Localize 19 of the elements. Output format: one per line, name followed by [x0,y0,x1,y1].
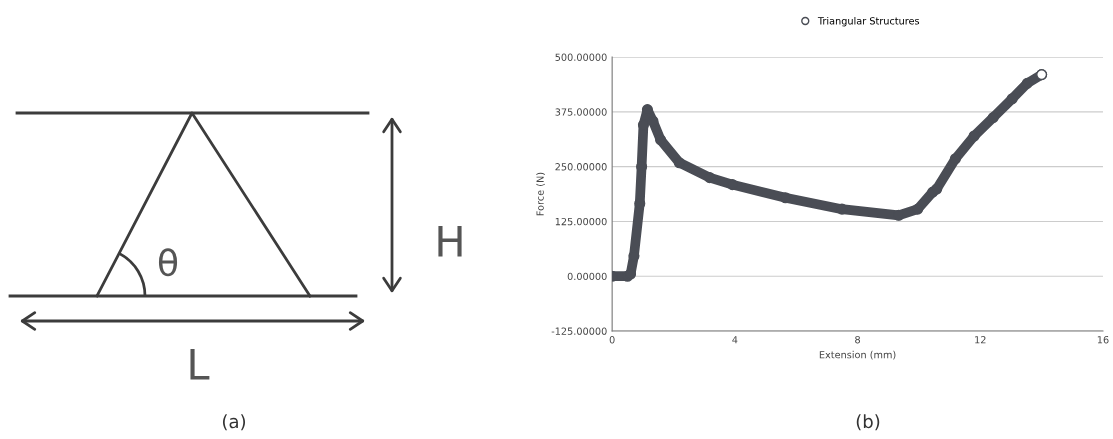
text: (b) [856,414,880,431]
y-tick-label: 0.00000 [567,272,607,281]
x-tick-label: 12 [975,336,986,344]
legend-label: Triangular Structures [817,17,920,27]
y-tick-label: 250.00000 [555,163,607,171]
y-tick-label: 500.00000 [555,53,607,61]
x-tick-label: 8 [855,336,860,344]
y-axis-title: Force (N) [536,172,545,216]
x-tick-label: 0 [609,336,615,344]
text: H [438,226,462,257]
x-tick-label: 16 [1097,336,1109,344]
x-tick-label: 4 [732,336,738,344]
y-tick-label: 375.00000 [555,108,607,116]
text: θ [158,248,178,277]
x-axis-title: Extension (mm) [819,350,896,360]
text: (a) [222,414,246,431]
text: L [190,349,210,380]
y-tick-label: 125.00000 [555,217,607,226]
y-tick-label: -125.00000 [551,327,607,335]
